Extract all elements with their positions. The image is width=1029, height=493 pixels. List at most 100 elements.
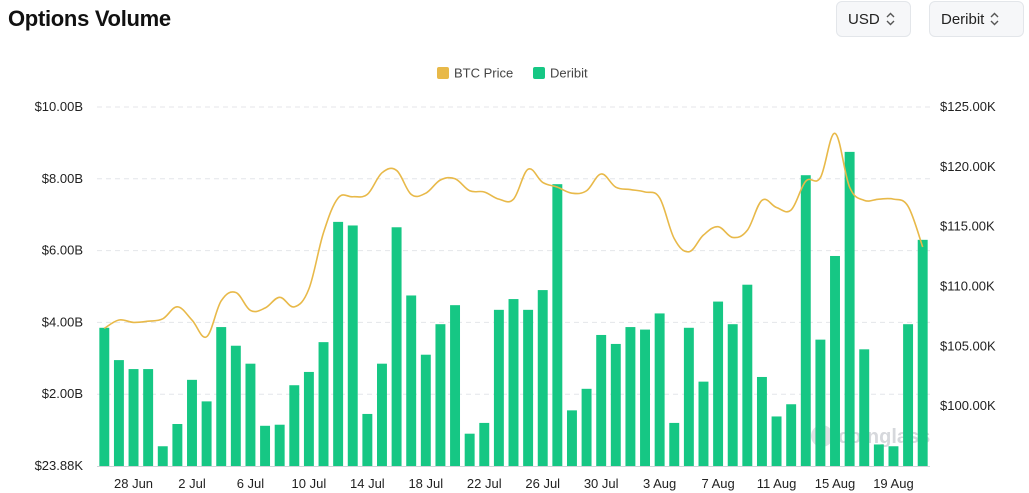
left-y-axis: $23.88K $2.00B $4.00B $6.00B $8.00B $10.00B xyxy=(35,99,84,473)
deribit-bar[interactable] xyxy=(113,360,124,466)
deribit-bar[interactable] xyxy=(625,327,636,466)
deribit-bar[interactable] xyxy=(800,175,811,466)
deribit-bar[interactable] xyxy=(786,404,797,466)
deribit-bar[interactable] xyxy=(566,410,577,466)
x-tick-label: 2 Jul xyxy=(178,476,206,491)
deribit-bar[interactable] xyxy=(347,225,358,466)
deribit-bar[interactable] xyxy=(654,313,665,466)
deribit-bar[interactable] xyxy=(201,401,212,466)
deribit-bar[interactable] xyxy=(523,309,534,466)
deribit-bar[interactable] xyxy=(903,324,914,466)
deribit-bar[interactable] xyxy=(493,309,504,466)
y-left-tick-label: $10.00B xyxy=(35,99,83,114)
x-tick-label: 22 Jul xyxy=(467,476,502,491)
y-right-tick-label: $110.00K xyxy=(940,279,995,294)
legend-swatch xyxy=(437,67,449,79)
deribit-bar[interactable] xyxy=(435,324,446,466)
deribit-bar[interactable] xyxy=(187,379,197,466)
deribit-bar[interactable] xyxy=(873,444,884,466)
x-tick-label: 19 Aug xyxy=(873,476,914,491)
x-tick-label: 3 Aug xyxy=(643,476,676,491)
deribit-bar[interactable] xyxy=(260,425,271,466)
x-tick-label: 7 Aug xyxy=(701,476,734,491)
deribit-bar[interactable] xyxy=(537,290,548,466)
deribit-bar[interactable] xyxy=(596,334,607,466)
y-left-tick-label: $4.00B xyxy=(42,314,83,329)
deribit-bar[interactable] xyxy=(303,371,314,466)
deribit-bar[interactable] xyxy=(406,295,417,466)
deribit-bar[interactable] xyxy=(377,363,387,466)
deribit-bar[interactable] xyxy=(143,369,154,466)
y-left-tick-label: $23.88K xyxy=(35,458,84,473)
y-right-tick-label: $125.00K xyxy=(940,99,996,114)
deribit-bar[interactable] xyxy=(230,345,241,466)
deribit-bar[interactable] xyxy=(640,329,650,466)
legend-item[interactable]: Deribit xyxy=(533,66,588,81)
deribit-bar[interactable] xyxy=(128,369,139,466)
btc-price-line xyxy=(103,132,924,339)
x-tick-label: 11 Aug xyxy=(757,476,797,491)
deribit-bar[interactable] xyxy=(581,388,592,466)
deribit-bars xyxy=(99,151,928,466)
exchange-select[interactable]: Deribit xyxy=(929,1,1024,37)
deribit-bar[interactable] xyxy=(245,363,256,466)
legend-swatch xyxy=(533,67,545,79)
deribit-bar[interactable] xyxy=(844,151,855,466)
y-right-tick-label: $105.00K xyxy=(940,338,996,353)
x-tick-label: 6 Jul xyxy=(237,476,265,491)
deribit-bar[interactable] xyxy=(830,255,840,466)
deribit-bar[interactable] xyxy=(683,327,694,466)
deribit-bar[interactable] xyxy=(450,305,461,466)
deribit-bar[interactable] xyxy=(479,422,490,466)
deribit-bar[interactable] xyxy=(289,385,300,466)
up-down-chevron-icon xyxy=(990,12,999,26)
up-down-chevron-icon xyxy=(886,12,895,26)
deribit-bar[interactable] xyxy=(859,349,870,466)
btc-price-line-path[interactable] xyxy=(103,132,924,339)
x-tick-label: 15 Aug xyxy=(815,476,856,491)
deribit-bar[interactable] xyxy=(362,413,373,466)
deribit-bar[interactable] xyxy=(815,339,826,466)
deribit-bar[interactable] xyxy=(771,416,782,466)
x-tick-label: 10 Jul xyxy=(292,476,327,491)
deribit-bar[interactable] xyxy=(742,284,753,466)
deribit-bar[interactable] xyxy=(464,433,475,466)
deribit-bar[interactable] xyxy=(727,324,738,466)
page-title: Options Volume xyxy=(8,6,171,31)
y-left-tick-label: $6.00B xyxy=(42,243,83,258)
deribit-bar[interactable] xyxy=(917,239,928,466)
deribit-bar[interactable] xyxy=(713,301,724,466)
deribit-bar[interactable] xyxy=(157,446,168,466)
legend-label: Deribit xyxy=(550,66,588,81)
y-left-tick-label: $2.00B xyxy=(42,386,83,401)
deribit-bar[interactable] xyxy=(172,423,183,466)
deribit-bar[interactable] xyxy=(420,354,431,466)
legend-label: BTC Price xyxy=(454,66,513,81)
deribit-bar[interactable] xyxy=(756,376,767,466)
x-tick-label: 26 Jul xyxy=(525,476,560,491)
currency-select-value: USD xyxy=(848,10,880,28)
deribit-bar[interactable] xyxy=(274,424,285,466)
deribit-bar[interactable] xyxy=(333,221,344,466)
chart-legend: BTC Price Deribit xyxy=(437,66,588,81)
y-left-tick-label: $8.00B xyxy=(42,171,83,186)
x-tick-label: 14 Jul xyxy=(350,476,385,491)
right-y-axis: $100.00K $105.00K $110.00K $115.00K $120.00K… xyxy=(940,99,996,413)
deribit-bar[interactable] xyxy=(552,184,563,466)
deribit-bar[interactable] xyxy=(610,343,621,466)
x-tick-label: 30 Jul xyxy=(584,476,619,491)
deribit-bar[interactable] xyxy=(318,342,329,466)
exchange-select-value: Deribit xyxy=(941,10,985,28)
currency-select[interactable]: USD xyxy=(836,1,911,37)
deribit-bar[interactable] xyxy=(669,422,680,466)
y-right-tick-label: $120.00K xyxy=(940,159,996,174)
legend-item[interactable]: BTC Price xyxy=(437,66,513,81)
deribit-bar[interactable] xyxy=(99,327,110,466)
y-right-tick-label: $100.00K xyxy=(940,398,996,413)
deribit-bar[interactable] xyxy=(216,327,227,466)
deribit-bar[interactable] xyxy=(391,227,402,466)
deribit-bar[interactable] xyxy=(698,381,709,466)
deribit-bar[interactable] xyxy=(508,299,519,466)
deribit-bar[interactable] xyxy=(888,446,899,466)
